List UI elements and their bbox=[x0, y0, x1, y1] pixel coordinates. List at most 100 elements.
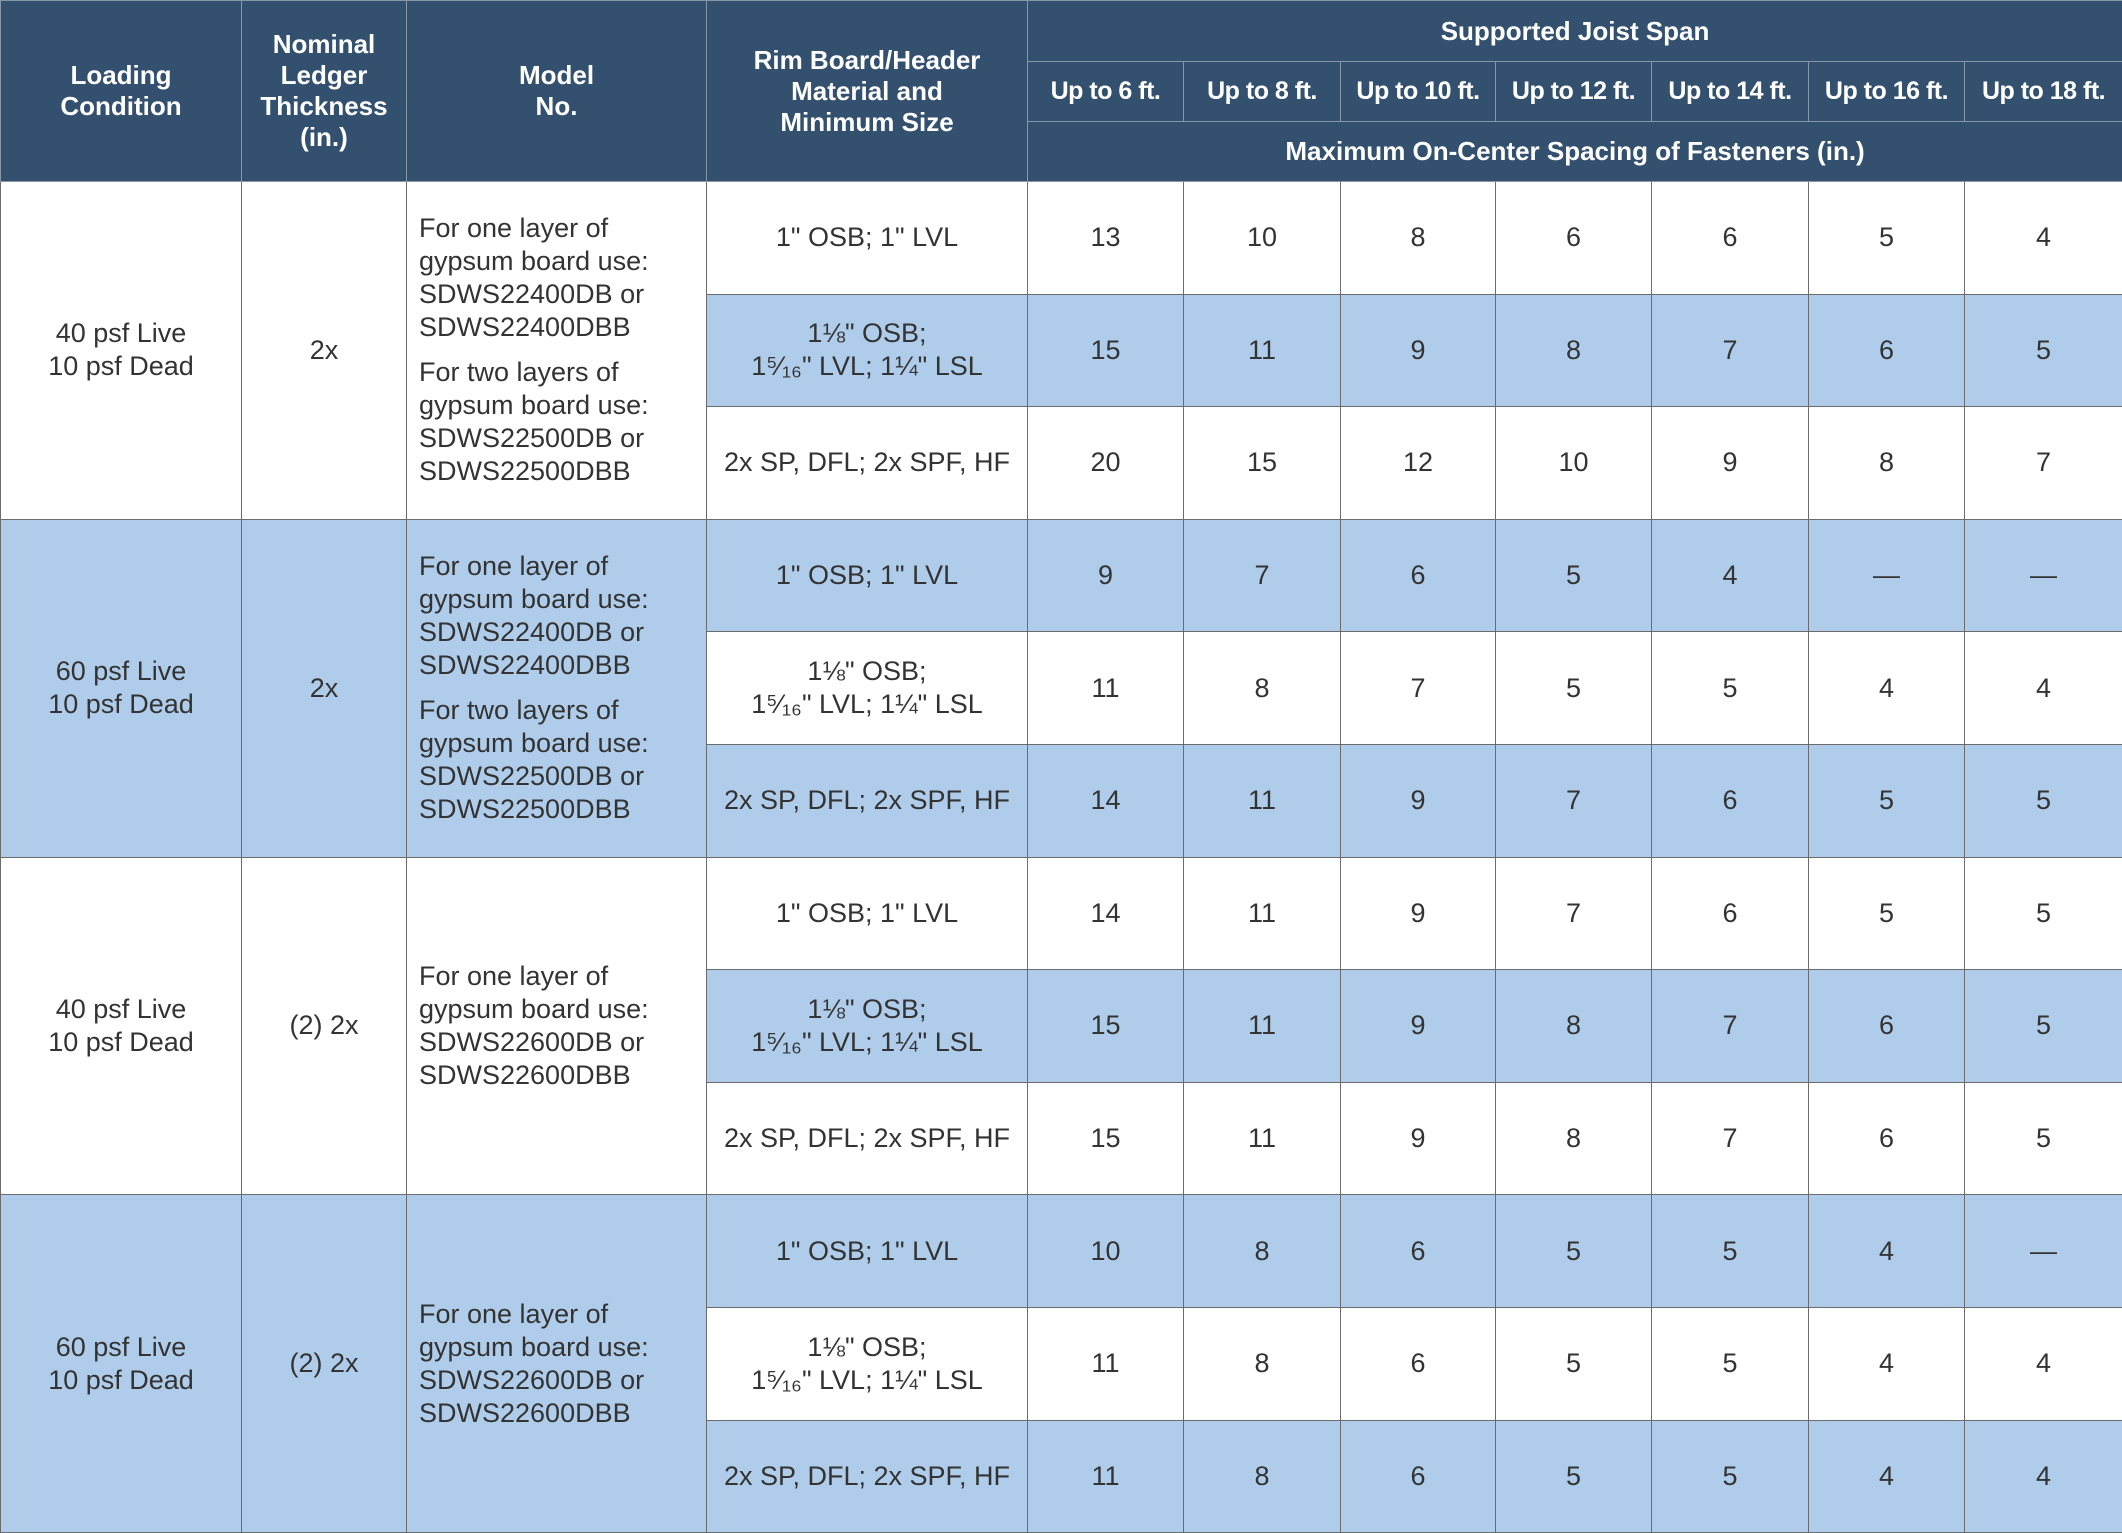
spacing-cell: 11 bbox=[1183, 856, 1341, 971]
spacing-cell: 9 bbox=[1340, 969, 1496, 1083]
thickness-cell: 2x bbox=[241, 518, 407, 858]
spacing-cell: 7 bbox=[1495, 856, 1652, 971]
spacing-cell: 8 bbox=[1495, 293, 1652, 408]
header-cell: Model No. bbox=[406, 0, 707, 182]
spacing-cell: 4 bbox=[1651, 518, 1809, 633]
span-header: Up to 8 ft. bbox=[1183, 61, 1341, 122]
spacing-cell: 4 bbox=[1808, 631, 1965, 745]
spacing-cell: 14 bbox=[1027, 856, 1184, 971]
table-row: 2x SP, DFL; 2x SPF, HF 20 15 12 10 9 8 7 bbox=[1, 406, 2122, 520]
loading-cell: 60 psf Live 10 psf Dead bbox=[0, 1194, 242, 1533]
model-text: For one layer of gypsum board use: SDWS2… bbox=[419, 551, 649, 681]
span-header: Up to 16 ft. bbox=[1808, 61, 1965, 122]
model-cell: For one layer of gypsum board use: SDWS2… bbox=[406, 1194, 707, 1533]
spacing-cell: 9 bbox=[1027, 518, 1184, 633]
spacing-cell: 13 bbox=[1027, 181, 1184, 295]
spacing-cell: 6 bbox=[1651, 856, 1809, 971]
model-text: For two layers of gypsum board use: SDWS… bbox=[419, 695, 649, 825]
spacing-cell: 7 bbox=[1651, 293, 1809, 408]
spacing-cell: 4 bbox=[1808, 1419, 1965, 1533]
spacing-cell: 6 bbox=[1340, 1419, 1496, 1533]
spacing-cell: 11 bbox=[1183, 743, 1341, 858]
model-text: For two layers of gypsum board use: SDWS… bbox=[419, 357, 649, 487]
spacing-cell: 10 bbox=[1027, 1194, 1184, 1308]
material-cell: 1" OSB; 1" LVL bbox=[706, 856, 1028, 971]
material-cell: 2x SP, DFL; 2x SPF, HF bbox=[706, 406, 1028, 520]
spacing-cell: 15 bbox=[1027, 1081, 1184, 1196]
spacing-cell: 11 bbox=[1027, 1419, 1184, 1533]
header-row: Up to 6 ft. Up to 8 ft. Up to 10 ft. Up to … bbox=[1, 61, 2122, 122]
spacing-cell: 4 bbox=[1963, 1419, 2122, 1533]
spacing-cell: 4 bbox=[1963, 631, 2122, 745]
spacing-cell: 4 bbox=[1963, 181, 2122, 295]
spacing-cell: 4 bbox=[1808, 1194, 1965, 1308]
header-cell: Supported Joist Span bbox=[1026, 0, 2122, 62]
spacing-cell: 5 bbox=[1495, 631, 1652, 745]
spacing-cell: 5 bbox=[1963, 293, 2122, 408]
material-cell: 1⅛" OSB; 1⁵⁄₁₆" LVL; 1¼" LSL bbox=[706, 969, 1028, 1083]
spacing-cell: 8 bbox=[1808, 406, 1965, 520]
material-cell: 1⅛" OSB; 1⁵⁄₁₆" LVL; 1¼" LSL bbox=[706, 1306, 1028, 1421]
table-row: 1⅛" OSB; 1⁵⁄₁₆" LVL; 1¼" LSL 15 11 9 8 7 6 5 bbox=[1, 293, 2122, 408]
spacing-cell: 14 bbox=[1027, 743, 1184, 858]
table-row: 40 psf Live 10 psf Dead (2) 2x For one lay… bbox=[0, 856, 2122, 1196]
spacing-cell: 5 bbox=[1651, 1419, 1809, 1533]
spacing-cell: 5 bbox=[1963, 856, 2122, 971]
header-row: Maximum On-Center Spacing of Fasteners (… bbox=[1, 121, 2122, 182]
spacing-cell: 5 bbox=[1651, 631, 1809, 745]
spacing-cell: 6 bbox=[1808, 969, 1965, 1083]
spacing-cell: 5 bbox=[1495, 1194, 1652, 1308]
model-text: For one layer of gypsum board use: SDWS2… bbox=[419, 1298, 649, 1428]
material-cell: 1" OSB; 1" LVL bbox=[706, 518, 1028, 633]
material-cell: 2x SP, DFL; 2x SPF, HF bbox=[706, 1419, 1028, 1533]
header-cell: Loading Condition bbox=[0, 0, 242, 182]
spacing-cell: 5 bbox=[1651, 1306, 1809, 1421]
spacing-cell: 9 bbox=[1340, 743, 1496, 858]
spacing-cell: 5 bbox=[1808, 181, 1965, 295]
model-cell: For one layer of gypsum board use: SDWS2… bbox=[406, 856, 707, 1196]
header-cell: Rim Board/Header Material and Minimum Si… bbox=[706, 0, 1028, 182]
spacing-cell: 9 bbox=[1340, 293, 1496, 408]
spacing-cell: 7 bbox=[1651, 1081, 1809, 1196]
spacing-cell: 4 bbox=[1808, 1306, 1965, 1421]
spacing-cell: 7 bbox=[1651, 969, 1809, 1083]
material-cell: 2x SP, DFL; 2x SPF, HF bbox=[706, 743, 1028, 858]
spacing-cell: 8 bbox=[1183, 1306, 1341, 1421]
spacing-cell: 8 bbox=[1183, 631, 1341, 745]
thickness-cell: 2x bbox=[241, 181, 407, 520]
spacing-cell: 9 bbox=[1651, 406, 1809, 520]
spacing-cell: 12 bbox=[1340, 406, 1496, 520]
spacing-cell: — bbox=[1963, 1194, 2122, 1308]
spacing-cell: 8 bbox=[1183, 1194, 1341, 1308]
spacing-cell: 8 bbox=[1495, 969, 1652, 1083]
table-row: 1⅛" OSB; 1⁵⁄₁₆" LVL; 1¼" LSL 11 8 7 5 5 4 4 bbox=[1, 631, 2122, 745]
spacing-cell: 20 bbox=[1027, 406, 1184, 520]
model-text: For one layer of gypsum board use: SDWS2… bbox=[419, 960, 649, 1090]
material-cell: 1" OSB; 1" LVL bbox=[706, 181, 1028, 295]
spacing-cell: 8 bbox=[1183, 1419, 1341, 1533]
table-row: 2x SP, DFL; 2x SPF, HF 15 11 9 8 7 6 5 bbox=[1, 1081, 2122, 1196]
material-cell: 1" OSB; 1" LVL bbox=[706, 1194, 1028, 1308]
spacing-cell: 6 bbox=[1651, 181, 1809, 295]
table-row: 60 psf Live 10 psf Dead 2x For one layer o… bbox=[0, 518, 2122, 858]
thickness-cell: (2) 2x bbox=[241, 856, 407, 1196]
table-row: 1⅛" OSB; 1⁵⁄₁₆" LVL; 1¼" LSL 11 8 6 5 5 4 4 bbox=[1, 1306, 2122, 1421]
model-cell: For one layer of gypsum board use: SDWS2… bbox=[406, 518, 707, 858]
header-row: Loading Condition Nominal Ledger Thickne… bbox=[0, 0, 2122, 182]
spacing-cell: 9 bbox=[1340, 856, 1496, 971]
spacing-cell: 9 bbox=[1340, 1081, 1496, 1196]
spacing-cell: 5 bbox=[1808, 743, 1965, 858]
spacing-cell: 11 bbox=[1183, 969, 1341, 1083]
model-cell: For one layer of gypsum board use: SDWS2… bbox=[406, 181, 707, 520]
spacing-cell: 5 bbox=[1495, 518, 1652, 633]
header-cell: Nominal Ledger Thickness (in.) bbox=[241, 0, 407, 182]
span-header: Up to 14 ft. bbox=[1651, 61, 1809, 122]
spacing-cell: 7 bbox=[1183, 518, 1341, 633]
loading-cell: 40 psf Live 10 psf Dead bbox=[0, 181, 242, 520]
table-body: 40 psf Live 10 psf Dead 2x For one layer o… bbox=[0, 181, 2122, 1533]
spacing-cell: — bbox=[1808, 518, 1965, 633]
spacing-cell: 11 bbox=[1183, 293, 1341, 408]
spacing-cell: 6 bbox=[1808, 293, 1965, 408]
